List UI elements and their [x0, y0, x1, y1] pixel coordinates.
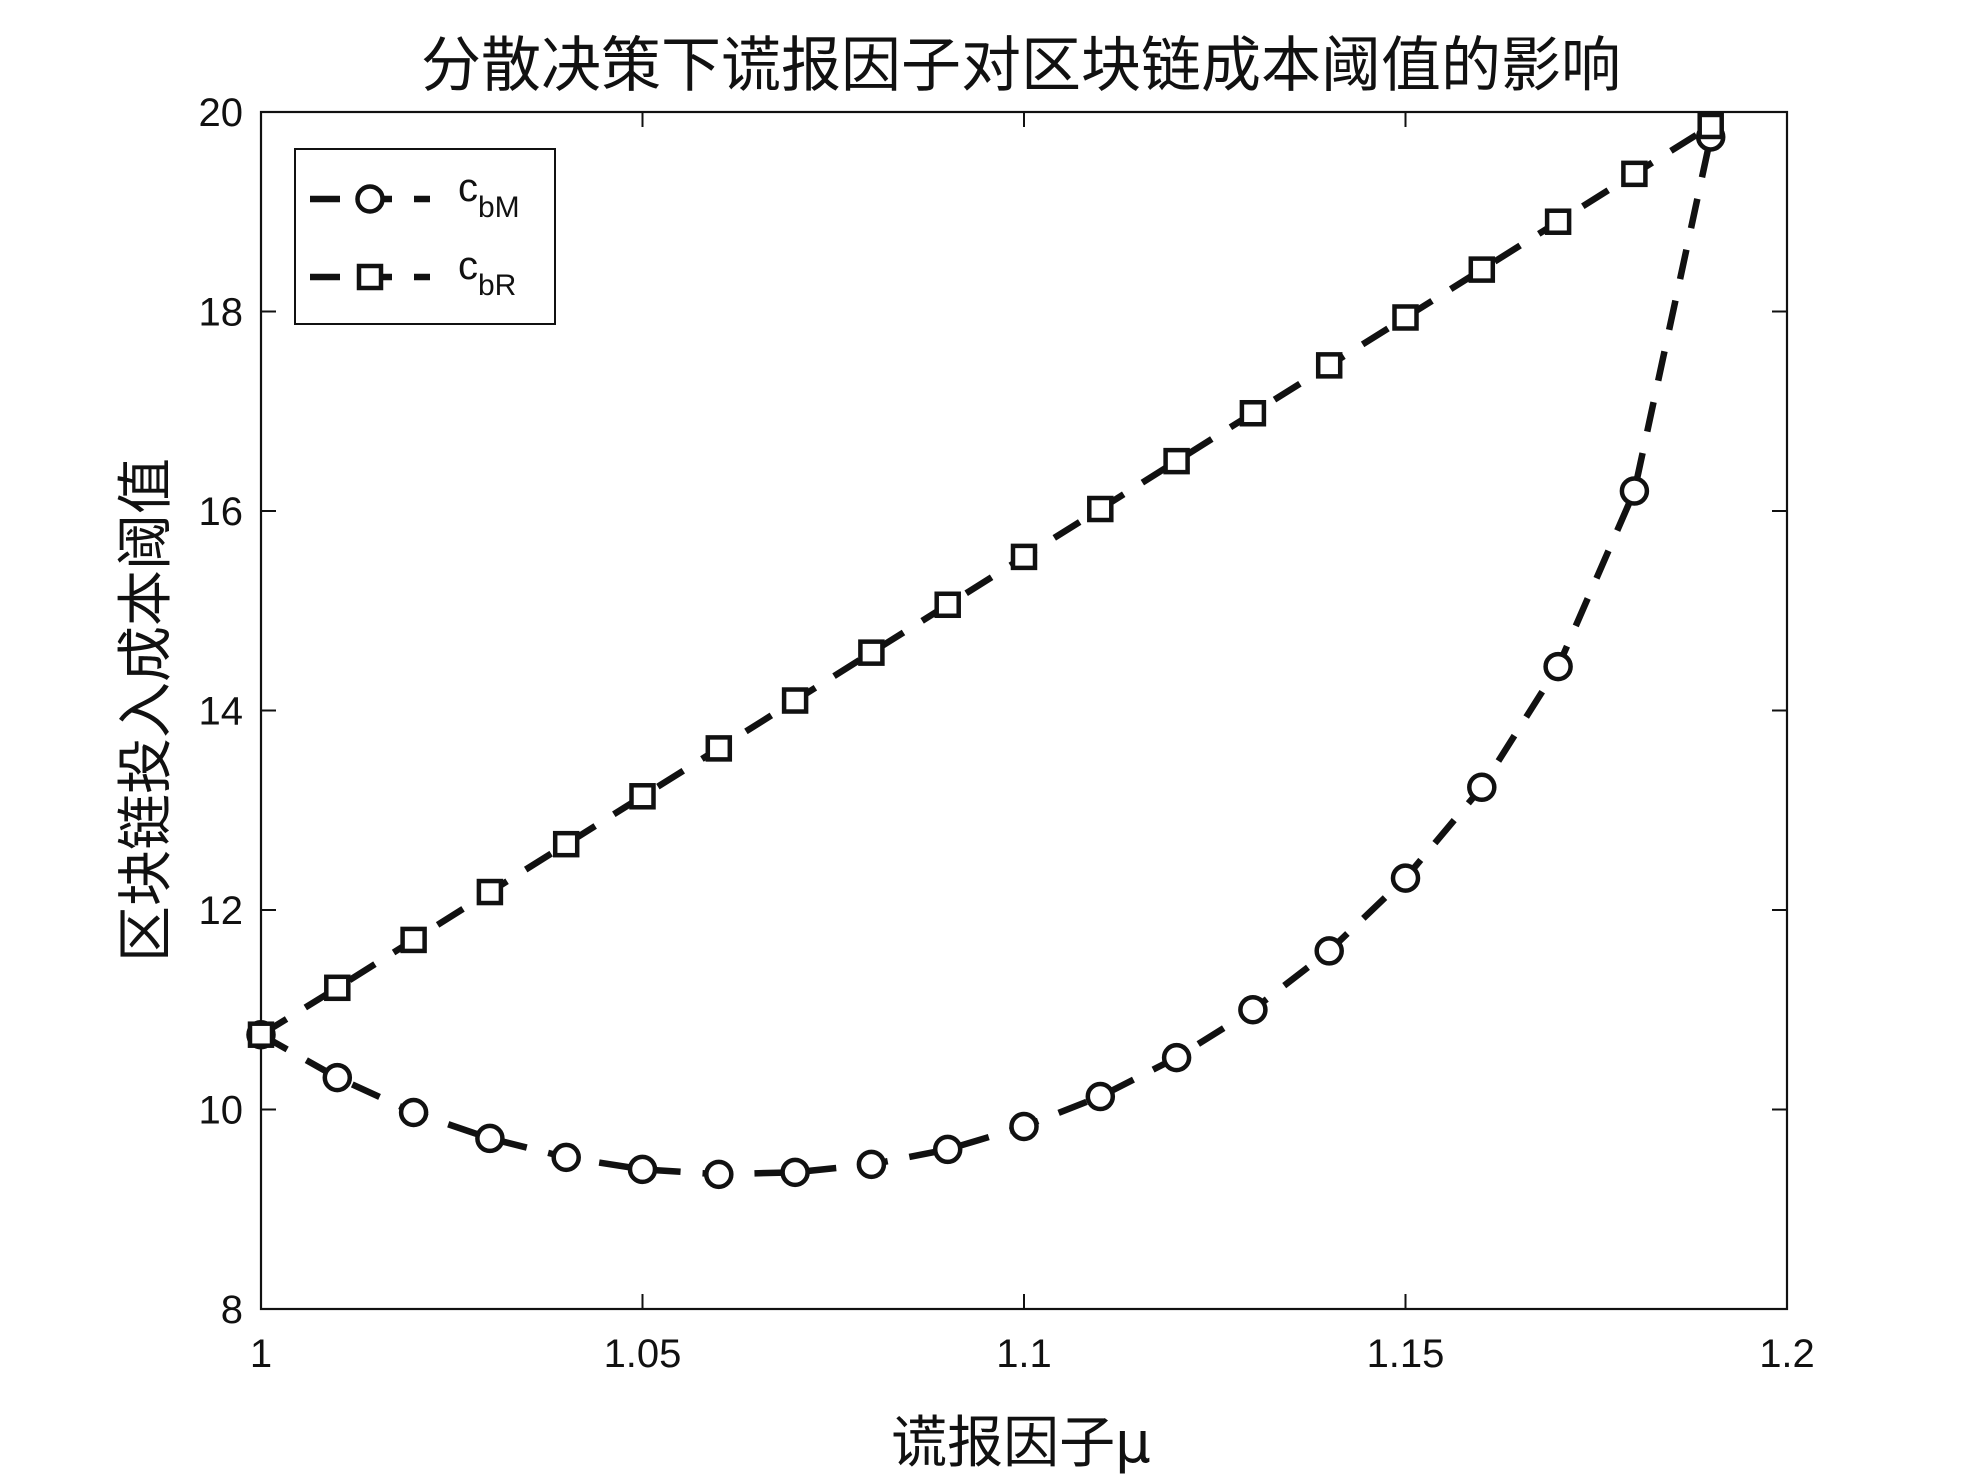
data-point-cbM — [1467, 772, 1497, 803]
data-point-cbM — [856, 1149, 887, 1180]
y-tick-label: 18 — [199, 291, 244, 335]
data-point-cbR — [324, 974, 351, 1002]
data-point-cbM — [932, 1134, 963, 1165]
data-point-cbR — [1087, 495, 1114, 523]
data-point-cbM — [398, 1097, 429, 1128]
legend-label-main: c — [458, 166, 478, 210]
legend-marker-cbM — [355, 184, 385, 214]
y-tick-label: 14 — [199, 690, 244, 734]
legend-box — [294, 148, 556, 325]
y-tick-label: 8 — [221, 1288, 243, 1332]
data-point-cbR — [1010, 543, 1038, 571]
data-point-cbR — [552, 830, 580, 858]
data-point-cbM — [1009, 1111, 1039, 1142]
data-point-cbR — [400, 926, 427, 954]
series-cbM — [246, 122, 1726, 1190]
data-point-cbR — [1697, 112, 1724, 140]
legend-label-subscript: bM — [478, 191, 520, 224]
data-point-cbR — [1392, 304, 1419, 331]
data-point-cbR — [1544, 208, 1572, 235]
data-point-cbR — [1621, 160, 1648, 188]
data-point-cbM — [780, 1157, 810, 1188]
x-axis-label: 谎报因子μ — [891, 1411, 1151, 1476]
data-point-cbR — [476, 878, 504, 906]
data-point-cbM — [1619, 476, 1650, 506]
legend-label-cbR: cbR — [458, 244, 516, 302]
data-point-cbM — [475, 1123, 505, 1154]
data-point-cbR — [934, 591, 961, 619]
data-point-cbR — [781, 687, 809, 714]
data-point-cbR — [705, 735, 733, 762]
data-point-cbM — [1314, 936, 1344, 966]
x-tick-label: 1 — [250, 1332, 272, 1376]
axis-ticks: 1 1.05 1.1 1.15 1.2 8 10 12 14 16 18 20 — [199, 91, 1815, 1376]
legend-label-subscript: bR — [478, 269, 516, 302]
y-tick-label: 10 — [199, 1089, 244, 1133]
data-point-cbM — [1238, 995, 1268, 1025]
y-axis-label: 区块链投入成本阈值 — [114, 458, 179, 962]
chart-title: 分散决策下谎报因子对区块链成本阈值的影响 — [421, 31, 1621, 101]
series-layer — [246, 112, 1726, 1190]
x-tick-label: 1.15 — [1367, 1332, 1445, 1376]
data-point-cbM — [1085, 1081, 1116, 1112]
data-point-cbM — [704, 1159, 734, 1190]
series-cbR — [247, 112, 1724, 1048]
data-point-cbM — [551, 1142, 581, 1173]
data-point-cbM — [1161, 1042, 1192, 1073]
data-point-cbR — [858, 639, 885, 666]
data-point-cbM — [322, 1062, 353, 1093]
data-point-cbR — [1239, 399, 1267, 427]
y-tick-label: 12 — [199, 889, 244, 933]
data-point-cbR — [1315, 352, 1343, 379]
legend-label-cbM: cbM — [458, 166, 520, 224]
data-point-cbM — [1543, 651, 1573, 682]
data-point-cbR — [247, 1021, 275, 1048]
x-tick-label: 1.2 — [1759, 1332, 1815, 1376]
data-point-cbM — [1390, 863, 1421, 893]
data-point-cbM — [627, 1154, 658, 1185]
x-tick-label: 1.1 — [996, 1332, 1052, 1376]
legend-label-main: c — [458, 244, 478, 288]
data-point-cbR — [1163, 447, 1190, 475]
y-tick-label: 20 — [199, 91, 244, 135]
legend-marker-cbR — [356, 263, 384, 291]
data-point-cbR — [1468, 256, 1496, 283]
data-point-cbR — [629, 783, 656, 810]
y-tick-label: 16 — [199, 490, 244, 534]
x-tick-label: 1.05 — [604, 1332, 682, 1376]
